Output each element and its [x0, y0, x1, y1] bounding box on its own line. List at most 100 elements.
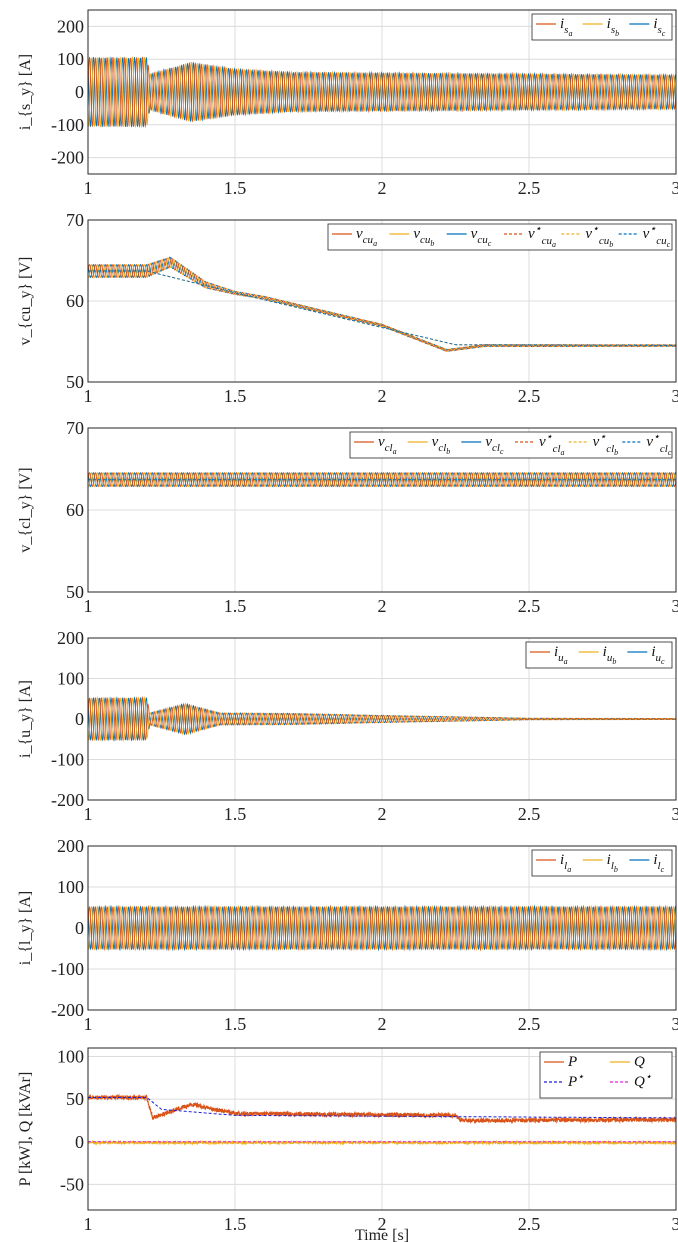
legend-entry: vcub: [413, 226, 434, 248]
series-line-phase-b: [88, 56, 676, 129]
x-tick-label: 3: [672, 1014, 678, 1034]
series-group: [88, 56, 676, 129]
y-tick-label: 100: [57, 669, 84, 689]
legend-entry: v⋆cub: [585, 223, 613, 249]
x-tick-label: 3: [672, 1214, 678, 1234]
legend-entry: v⋆cua: [528, 223, 556, 249]
series-group: [88, 256, 676, 352]
y-tick-label: -100: [51, 750, 84, 770]
series-group: [88, 904, 676, 952]
x-tick-label: 3: [672, 596, 678, 616]
y-tick-label: 50: [66, 1089, 84, 1109]
legend: isa isb isc: [531, 13, 673, 41]
series-line-phase-a: [88, 56, 676, 129]
y-tick-label: -100: [51, 115, 84, 135]
axes-frame: [87, 427, 677, 593]
series-group: [88, 695, 676, 743]
x-tick-label: 3: [672, 178, 678, 198]
reference-line-p: [88, 1097, 676, 1119]
y-tick-label: 70: [66, 210, 84, 230]
legend-box: [327, 223, 673, 251]
y-tick-label: 50: [66, 582, 84, 602]
x-tick-label: 1: [84, 1014, 93, 1034]
legend: iua iub iuc: [525, 641, 673, 669]
axes-frame: [87, 219, 677, 383]
y-tick-label: 0: [75, 82, 84, 102]
x-tick-label: 2: [378, 1014, 387, 1034]
y-tick-label: 200: [57, 628, 84, 648]
y-tick-label: 100: [57, 877, 84, 897]
legend-entry: isa: [560, 16, 572, 38]
x-tick-label: 2.5: [518, 386, 541, 406]
axes-frame: [87, 637, 677, 801]
reference-line-3: [88, 270, 676, 347]
series-line-phase-a: [88, 472, 676, 488]
x-tick-label: 1.5: [224, 178, 247, 198]
series-line-phase-b: [88, 257, 676, 352]
legend-entry: Q: [634, 1054, 645, 1070]
chart-panel-6: 1 1.5 2 2.5 3 100 50 0 -50 P [kW], Q [kVAr] Time […: [17, 1047, 678, 1242]
x-tick-label: 1: [84, 1214, 93, 1234]
x-tick-label: 2.5: [518, 178, 541, 198]
legend-entry: vcuc: [471, 226, 492, 248]
axes-frame: [87, 845, 677, 1011]
legend-box: [525, 641, 673, 669]
x-tick-label: 2: [378, 596, 387, 616]
series-group: [88, 1093, 676, 1146]
x-tick-label: 2.5: [518, 1014, 541, 1034]
x-tick-label: 2: [378, 178, 387, 198]
legend-entry: vcua: [356, 226, 377, 248]
legend: vcua vcub vcuc v⋆cua v⋆cub v⋆cuc: [327, 223, 673, 251]
series-line-phase-a: [88, 257, 676, 352]
x-tick-label: 2.5: [518, 596, 541, 616]
legend-entry: v⋆clc: [646, 431, 672, 457]
y-tick-label: 0: [75, 709, 84, 729]
legend-entry: v⋆clb: [593, 431, 619, 457]
legend-box: [349, 431, 673, 459]
axes-frame: [87, 1047, 677, 1211]
legend: ila ilb ilc: [531, 849, 673, 877]
legend-entry: iuc: [651, 644, 665, 666]
legend-entry: P: [567, 1054, 577, 1070]
legend-entry: isc: [653, 16, 665, 38]
x-tick-label: 2.5: [518, 1214, 541, 1234]
legend-box: [531, 849, 673, 877]
series-line-phase-c: [88, 56, 676, 128]
x-tick-label: 1: [84, 804, 93, 824]
y-tick-label: 70: [66, 418, 84, 438]
y-tick-label: 60: [66, 500, 84, 520]
legend-entry: ila: [560, 852, 571, 874]
x-tick-label: 1.5: [224, 1214, 247, 1234]
series-line-phase-c: [88, 256, 676, 352]
legend-entry: iub: [603, 644, 617, 666]
y-tick-label: -100: [51, 959, 84, 979]
legend-entry: iua: [554, 644, 568, 666]
legend: P Q P⋆ Q⋆: [539, 1051, 673, 1099]
y-tick-label: 200: [57, 16, 84, 36]
series-line-phase-a: [88, 904, 676, 952]
y-axis-label: P [kW], Q [kVAr]: [17, 1072, 34, 1187]
y-tick-label: -200: [51, 148, 84, 168]
x-tick-label: 3: [672, 386, 678, 406]
legend: vcla vclb vclc v⋆cla v⋆clb v⋆clc: [349, 431, 673, 459]
legend-entry: P⋆: [567, 1071, 584, 1090]
x-tick-label: 1.5: [224, 1014, 247, 1034]
y-tick-label: -50: [60, 1174, 84, 1194]
x-tick-label: 1: [84, 596, 93, 616]
y-tick-label: 100: [57, 49, 84, 69]
y-axis-label: i_{l_y} [A]: [17, 891, 34, 965]
series-line-phase-b: [88, 696, 676, 743]
x-tick-label: 2: [378, 804, 387, 824]
series-line-p: [88, 1093, 676, 1125]
series-line-phase-a: [88, 695, 676, 742]
x-tick-label: 1.5: [224, 596, 247, 616]
y-tick-label: 0: [75, 918, 84, 938]
legend-entry: ilb: [607, 852, 618, 874]
x-tick-label: 2.5: [518, 804, 541, 824]
